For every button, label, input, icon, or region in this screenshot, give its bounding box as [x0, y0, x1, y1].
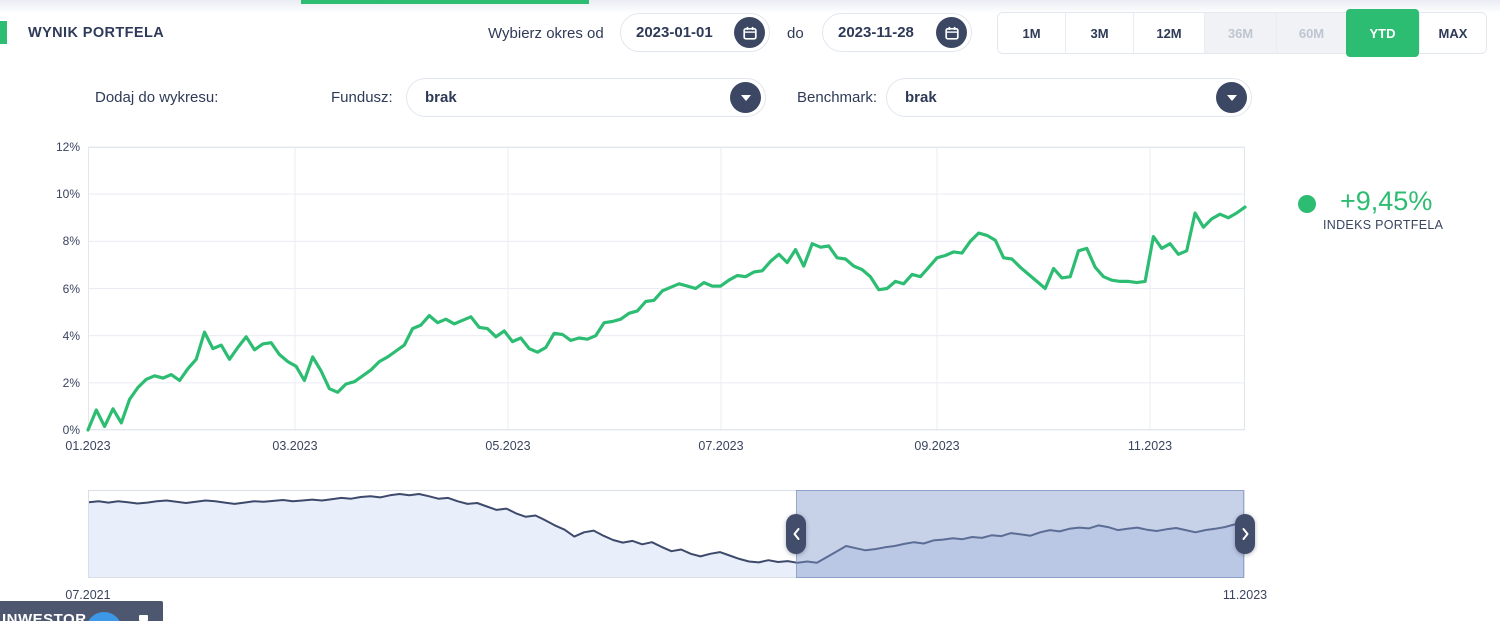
period-to-label: do [787, 25, 804, 42]
range-button-ytd[interactable]: YTD [1346, 9, 1419, 57]
top-tab-indicator [301, 0, 589, 4]
chat-widget[interactable]: INWESTOR [0, 601, 163, 621]
chevron-right-icon [1241, 527, 1250, 541]
x-axis-tick: 01.2023 [65, 439, 111, 453]
plot-border [88, 147, 1245, 430]
navigator-axis-tick: 07.2021 [65, 588, 111, 602]
calendar-icon [944, 26, 959, 40]
range-button-60m: 60M [1276, 13, 1346, 53]
navigator-left-handle[interactable] [786, 514, 806, 554]
fund-select[interactable]: brak [406, 78, 766, 117]
add-to-chart-label: Dodaj do wykresu: [95, 89, 219, 106]
date-to-input[interactable]: 2023-11-28 [822, 13, 972, 52]
main-chart-svg [86, 146, 1247, 432]
chat-widget-label: INWESTOR [2, 611, 87, 621]
navigator-selection[interactable] [796, 490, 1244, 578]
navigator-right-handle[interactable] [1235, 514, 1255, 554]
fund-select-arrow-button[interactable] [730, 82, 761, 113]
date-from-input[interactable]: 2023-01-01 [620, 13, 770, 52]
page-title: WYNIK PORTFELA [28, 25, 165, 41]
series-marker-dot [1298, 195, 1316, 213]
calendar-from-button[interactable] [734, 17, 765, 48]
benchmark-select-arrow-button[interactable] [1216, 82, 1247, 113]
series-name-label: INDEKS PORTFELA [1323, 218, 1444, 232]
navigator-area-fill [89, 494, 1244, 577]
range-button-3m[interactable]: 3M [1065, 13, 1133, 53]
main-chart-plot [86, 146, 1247, 432]
range-button-max[interactable]: MAX [1419, 13, 1486, 53]
chevron-down-icon [740, 94, 751, 101]
range-button-group: 1M 3M 12M 36M 60M YTD MAX [997, 9, 1487, 57]
benchmark-select[interactable]: brak [886, 78, 1252, 117]
benchmark-label: Benchmark: [797, 89, 878, 106]
calendar-icon [742, 26, 757, 40]
range-button-1m[interactable]: 1M [998, 13, 1065, 53]
navigator-track[interactable] [88, 490, 1245, 578]
date-to-value: 2023-11-28 [838, 24, 914, 41]
x-axis-tick: 05.2023 [485, 439, 531, 453]
benchmark-select-value: brak [905, 89, 937, 106]
date-from-value: 2023-01-01 [636, 24, 713, 41]
chevron-left-icon [792, 527, 801, 541]
navigator-line [89, 493, 1244, 564]
navigator-axis-tick: 11.2023 [1222, 588, 1268, 602]
navigator-chart-svg [89, 493, 1244, 577]
x-axis-tick: 09.2023 [914, 439, 960, 453]
y-axis-tick: 4% [62, 328, 80, 343]
fund-label: Fundusz: [331, 89, 393, 106]
fund-select-value: brak [425, 89, 457, 106]
x-axis-tick: 11.2023 [1127, 439, 1173, 453]
y-axis-tick: 10% [55, 187, 80, 202]
y-axis-tick: 6% [62, 281, 80, 296]
calendar-to-button[interactable] [936, 17, 967, 48]
y-axis-tick: 12% [55, 140, 80, 154]
x-axis-tick: 03.2023 [272, 439, 318, 453]
x-axis-tick: 07.2023 [698, 439, 744, 453]
series-return-value: +9,45% [1340, 186, 1433, 216]
portfolio-index-line [86, 205, 1247, 432]
period-from-label: Wybierz okres od [488, 25, 604, 42]
chat-widget-avatar [86, 612, 122, 621]
y-axis-tick: 0% [62, 423, 80, 437]
y-axis-tick: 2% [62, 375, 80, 390]
chat-widget-partial-glyph [139, 615, 148, 621]
chevron-down-icon [1226, 94, 1237, 101]
y-axis-tick: 8% [62, 234, 80, 249]
range-button-36m: 36M [1204, 13, 1276, 53]
title-accent-bar [0, 21, 7, 44]
range-button-12m[interactable]: 12M [1133, 13, 1204, 53]
